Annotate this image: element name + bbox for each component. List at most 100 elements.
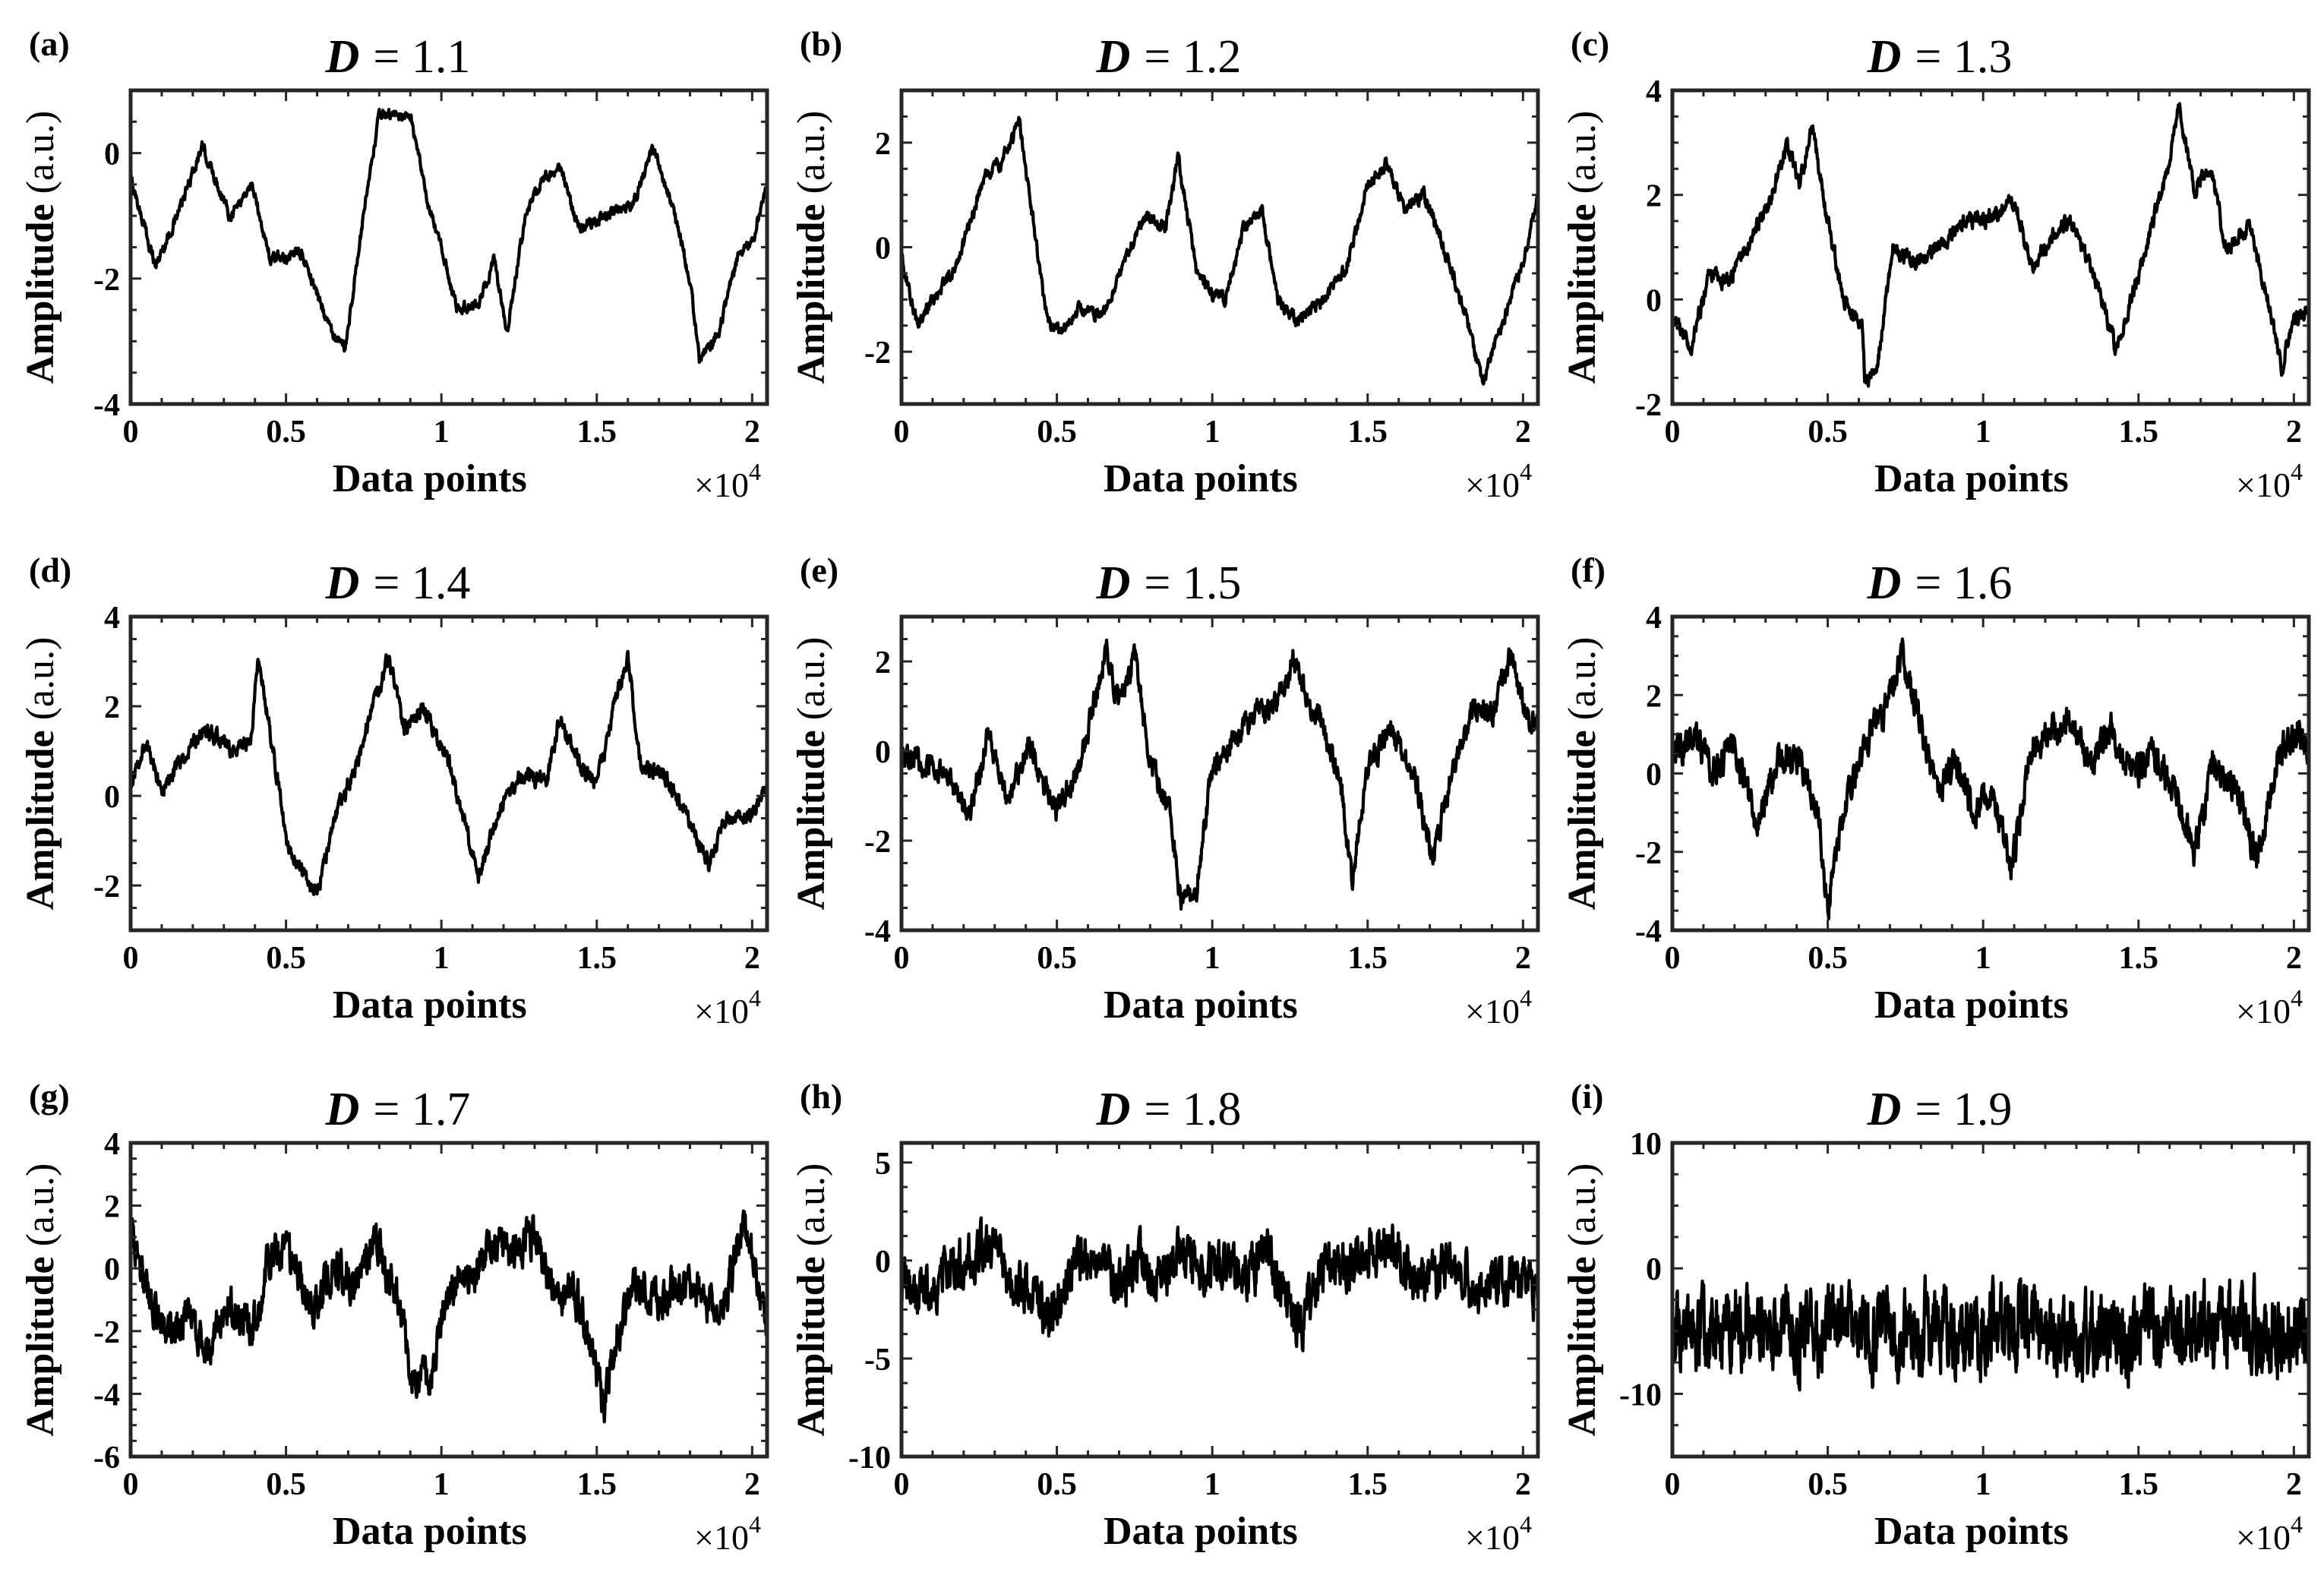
y-tick-label: -4 [93,388,120,423]
x-exponent-label: ×104 [2236,984,2303,1031]
panel-letter: (h) [800,1077,842,1116]
title-symbol: D [325,1084,360,1135]
y-tick-label: -2 [93,870,120,904]
title-symbol: D [1096,557,1131,609]
y-tick-label: -2 [864,825,891,860]
y-tick-label: -5 [864,1343,891,1378]
panel-g: 0 0.5 1 1.5 2 4 2 0 -2 -4 -6 D = 1.7 (g) Data points ×1… [19,1077,769,1557]
title-symbol: D [1867,31,1902,83]
y-axis-label: Amplitude (a.u.) [19,111,62,384]
x-tick-label: 2 [2286,941,2302,976]
x-exponent-prefix: ×10 [2236,466,2291,504]
x-exponent-power: 4 [1520,984,1532,1012]
panel-letter: (e) [800,551,838,589]
x-exponent-prefix: ×10 [694,992,749,1031]
y-tick-label: 5 [875,1147,891,1182]
y-tick-label: 0 [104,137,120,172]
y-axis-label: Amplitude (a.u.) [790,1163,833,1437]
y-tick-label: 0 [875,232,891,267]
y-tick-label: 0 [1646,758,1662,793]
panel-h: 0 0.5 1 1.5 2 5 0 -5 -10 D = 1.8 (h) Data points ×104… [790,1077,1540,1557]
title-value: = 1.3 [1915,31,2012,83]
y-label-main: Amplitude [19,720,62,910]
series-line [901,115,1538,386]
axes-box [128,88,769,406]
panel-a: 0 0.5 1 1.5 2 0 -2 -4 D = 1.1 (a) Data points ×104 Am… [19,24,769,504]
x-tick-label: 1.5 [2119,415,2159,450]
y-tick-label: 2 [875,127,891,162]
x-exponent-label: ×104 [2236,458,2303,504]
x-tick-label: 0.5 [1037,1467,1077,1502]
panel-letter: (d) [29,551,71,589]
y-tick-label: 0 [875,1245,891,1280]
title-value: = 1.5 [1144,557,1241,609]
x-exponent-label: ×104 [2236,1510,2303,1557]
y-tick-label: 2 [1646,179,1662,214]
y-tick-label: -2 [1635,836,1662,871]
y-tick-label: -2 [93,1315,120,1350]
y-label-main: Amplitude [19,1246,62,1436]
y-tick-label: 4 [1646,74,1662,109]
y-label-unit: (a.u.) [1561,111,1604,194]
x-axis-label: Data points [333,983,527,1027]
x-tick-label: 1.5 [1348,415,1388,450]
y-tick-label: 2 [104,690,120,725]
y-tick-label: 2 [1646,679,1662,714]
x-exponent-power: 4 [749,458,761,485]
title-symbol: D [1096,31,1131,83]
x-exponent-power: 4 [1520,458,1532,485]
y-label-unit: (a.u.) [1561,1163,1604,1247]
title-symbol: D [1867,557,1902,609]
x-axis-label: Data points [333,457,527,500]
y-tick-label: -10 [1619,1378,1662,1413]
panel-title: D = 1.3 [1867,31,2013,83]
panel-title: D = 1.9 [1867,1084,2013,1135]
panel-letter: (i) [1571,1077,1603,1116]
panel-title: D = 1.2 [1096,31,1242,83]
y-tick-label: 0 [104,1252,120,1287]
y-tick-label: -2 [93,263,120,298]
series-line [901,1216,1538,1353]
y-tick-label: -2 [1635,388,1662,423]
y-axis-label: Amplitude (a.u.) [1561,111,1604,384]
x-tick-label: 1.5 [577,941,617,976]
title-symbol: D [325,557,360,609]
series-line [1672,1272,2309,1392]
panel-letter: (b) [800,24,842,63]
x-tick-label: 1 [1975,415,1991,450]
x-exponent-label: ×104 [1465,458,1532,504]
x-tick-label: 1 [1975,1467,1991,1502]
panel-title: D = 1.7 [325,1084,471,1135]
y-tick-label: -4 [93,1378,120,1413]
axes-box [128,614,769,933]
y-tick-label: 2 [104,1190,120,1225]
y-label-unit: (a.u.) [790,637,833,721]
series-line [1672,102,2309,388]
x-tick-label: 2 [1515,415,1531,450]
x-tick-label: 2 [744,415,760,450]
title-value: = 1.1 [373,31,470,83]
x-tick-label: 1 [1975,941,1991,976]
axes-box [1670,88,2311,406]
x-tick-label: 2 [1515,941,1531,976]
panel-i: 0 0.5 1 1.5 2 10 0 -10 D = 1.9 (i) Data points ×104 A… [1561,1077,2311,1557]
x-exponent-prefix: ×10 [694,1518,749,1557]
x-tick-label: 0 [123,415,139,450]
x-tick-label: 0 [894,1467,910,1502]
panel-letter: (a) [29,24,70,63]
x-tick-label: 1 [1205,1467,1220,1502]
x-tick-label: 0.5 [1808,1467,1848,1502]
panel-letter: (f) [1571,551,1606,589]
y-tick-label: 2 [875,645,891,680]
series-line [1672,637,2309,920]
x-exponent-power: 4 [749,1510,761,1538]
x-tick-label: 1 [1205,941,1220,976]
x-axis-label: Data points [1874,983,2069,1027]
x-tick-label: 0 [894,941,910,976]
y-tick-label: 4 [104,601,120,636]
x-exponent-prefix: ×10 [694,466,749,504]
panel-b: 0 0.5 1 1.5 2 2 0 -2 D = 1.2 (b) Data points ×104 Amp… [790,24,1540,504]
x-exponent-label: ×104 [1465,1510,1532,1557]
y-label-main: Amplitude [19,194,62,384]
x-axis-label: Data points [1104,1510,1298,1553]
